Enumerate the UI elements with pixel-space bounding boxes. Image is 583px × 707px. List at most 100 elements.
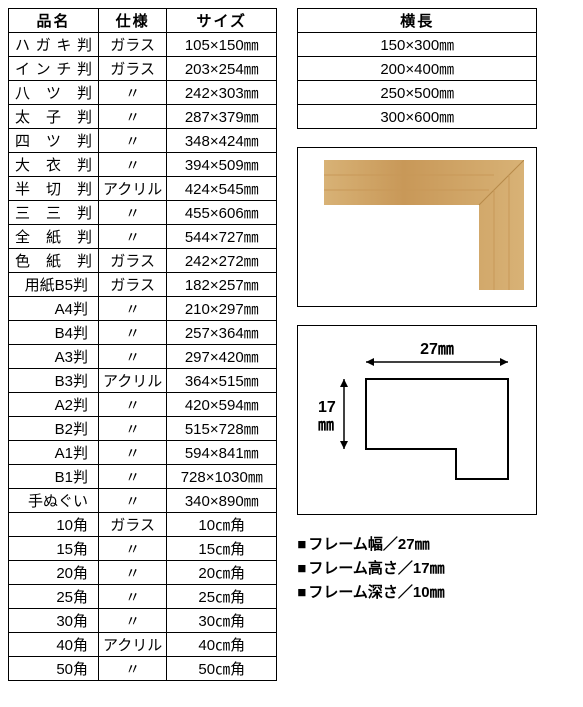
cell-size: 728×1030㎜ — [167, 465, 277, 489]
table-row: 150×300㎜ — [298, 33, 537, 57]
table-row: 全紙判〃544×727㎜ — [9, 225, 277, 249]
cell-size: 297×420㎜ — [167, 345, 277, 369]
cell-name: 全紙判 — [9, 225, 99, 249]
dimensions-text: フレーム幅／27㎜ フレーム高さ／17㎜ フレーム深さ／10㎜ — [297, 533, 537, 605]
cell-size: 105×150㎜ — [167, 33, 277, 57]
cell-size: 340×890㎜ — [167, 489, 277, 513]
cell-size: 25㎝角 — [167, 585, 277, 609]
cell-spec: ガラス — [99, 57, 167, 81]
cell-spec: 〃 — [99, 585, 167, 609]
diagram-width-label: 27㎜ — [420, 341, 454, 358]
cell-size: 420×594㎜ — [167, 393, 277, 417]
cell-size: 300×600㎜ — [298, 105, 537, 129]
cell-size: 203×254㎜ — [167, 57, 277, 81]
cell-size: 182×257㎜ — [167, 273, 277, 297]
cell-size: 242×272㎜ — [167, 249, 277, 273]
th-landscape: 横長 — [298, 9, 537, 33]
cell-spec: ガラス — [99, 273, 167, 297]
table-row: 250×500㎜ — [298, 81, 537, 105]
table-row: A4判〃210×297㎜ — [9, 297, 277, 321]
cell-name: 色紙判 — [9, 249, 99, 273]
frame-diagram: 27㎜ 17 ㎜ — [297, 325, 537, 515]
table-row: A3判〃297×420㎜ — [9, 345, 277, 369]
cell-name: A4判 — [9, 297, 99, 321]
cell-size: 544×727㎜ — [167, 225, 277, 249]
cell-spec: 〃 — [99, 489, 167, 513]
table-row: B2判〃515×728㎜ — [9, 417, 277, 441]
th-size: サイズ — [167, 9, 277, 33]
cell-name: B3判 — [9, 369, 99, 393]
table-row: 四ツ判〃348×424㎜ — [9, 129, 277, 153]
table-row: 15角〃15㎝角 — [9, 537, 277, 561]
table-row: 太子判〃287×379㎜ — [9, 105, 277, 129]
cell-name: 半切判 — [9, 177, 99, 201]
table-row: A2判〃420×594㎜ — [9, 393, 277, 417]
table-row: 200×400㎜ — [298, 57, 537, 81]
dim-depth: フレーム深さ／10㎜ — [297, 581, 537, 605]
cell-size: 424×545㎜ — [167, 177, 277, 201]
table-row: 大衣判〃394×509㎜ — [9, 153, 277, 177]
cell-size: 10㎝角 — [167, 513, 277, 537]
cell-name: 八ツ判 — [9, 81, 99, 105]
cell-spec: アクリル — [99, 633, 167, 657]
table-row: 20角〃20㎝角 — [9, 561, 277, 585]
cell-spec: 〃 — [99, 609, 167, 633]
cell-name: 四ツ判 — [9, 129, 99, 153]
table-row: 40角アクリル40㎝角 — [9, 633, 277, 657]
cell-spec: ガラス — [99, 249, 167, 273]
cell-spec: 〃 — [99, 129, 167, 153]
table-row: 三三判〃455×606㎜ — [9, 201, 277, 225]
table-row: 300×600㎜ — [298, 105, 537, 129]
cell-name: B4判 — [9, 321, 99, 345]
cell-spec: 〃 — [99, 537, 167, 561]
table-row: 用紙B5判ガラス182×257㎜ — [9, 273, 277, 297]
cell-size: 250×500㎜ — [298, 81, 537, 105]
landscape-table: 横長 150×300㎜200×400㎜250×500㎜300×600㎜ — [297, 8, 537, 129]
cell-name: 15角 — [9, 537, 99, 561]
cell-name: A1判 — [9, 441, 99, 465]
cell-spec: 〃 — [99, 393, 167, 417]
cell-spec: 〃 — [99, 657, 167, 681]
cell-spec: ガラス — [99, 513, 167, 537]
cell-size: 200×400㎜ — [298, 57, 537, 81]
table-row: 手ぬぐい〃340×890㎜ — [9, 489, 277, 513]
cell-spec: アクリル — [99, 177, 167, 201]
cell-spec: 〃 — [99, 201, 167, 225]
cell-spec: 〃 — [99, 105, 167, 129]
cell-name: A2判 — [9, 393, 99, 417]
cell-name: 用紙B5判 — [9, 273, 99, 297]
cell-name: 30角 — [9, 609, 99, 633]
cell-size: 15㎝角 — [167, 537, 277, 561]
cell-name: 太子判 — [9, 105, 99, 129]
cell-size: 30㎝角 — [167, 609, 277, 633]
cell-spec: 〃 — [99, 417, 167, 441]
cell-size: 594×841㎜ — [167, 441, 277, 465]
cell-name: 40角 — [9, 633, 99, 657]
cell-name: 10角 — [9, 513, 99, 537]
cell-size: 40㎝角 — [167, 633, 277, 657]
table-row: A1判〃594×841㎜ — [9, 441, 277, 465]
th-spec: 仕様 — [99, 9, 167, 33]
cell-spec: 〃 — [99, 81, 167, 105]
table-row: ハガキ判ガラス105×150㎜ — [9, 33, 277, 57]
dim-height: フレーム高さ／17㎜ — [297, 557, 537, 581]
cell-name: A3判 — [9, 345, 99, 369]
table-row: 30角〃30㎝角 — [9, 609, 277, 633]
cell-name: 三三判 — [9, 201, 99, 225]
cell-spec: 〃 — [99, 441, 167, 465]
cell-size: 20㎝角 — [167, 561, 277, 585]
table-row: 25角〃25㎝角 — [9, 585, 277, 609]
cell-spec: 〃 — [99, 225, 167, 249]
cell-size: 515×728㎜ — [167, 417, 277, 441]
table-row: 50角〃50㎝角 — [9, 657, 277, 681]
cell-size: 210×297㎜ — [167, 297, 277, 321]
cell-spec: 〃 — [99, 345, 167, 369]
th-name: 品名 — [9, 9, 99, 33]
cell-size: 242×303㎜ — [167, 81, 277, 105]
cell-size: 348×424㎜ — [167, 129, 277, 153]
cell-spec: アクリル — [99, 369, 167, 393]
table-row: B1判〃728×1030㎜ — [9, 465, 277, 489]
cell-name: B1判 — [9, 465, 99, 489]
cell-size: 150×300㎜ — [298, 33, 537, 57]
cell-name: 25角 — [9, 585, 99, 609]
